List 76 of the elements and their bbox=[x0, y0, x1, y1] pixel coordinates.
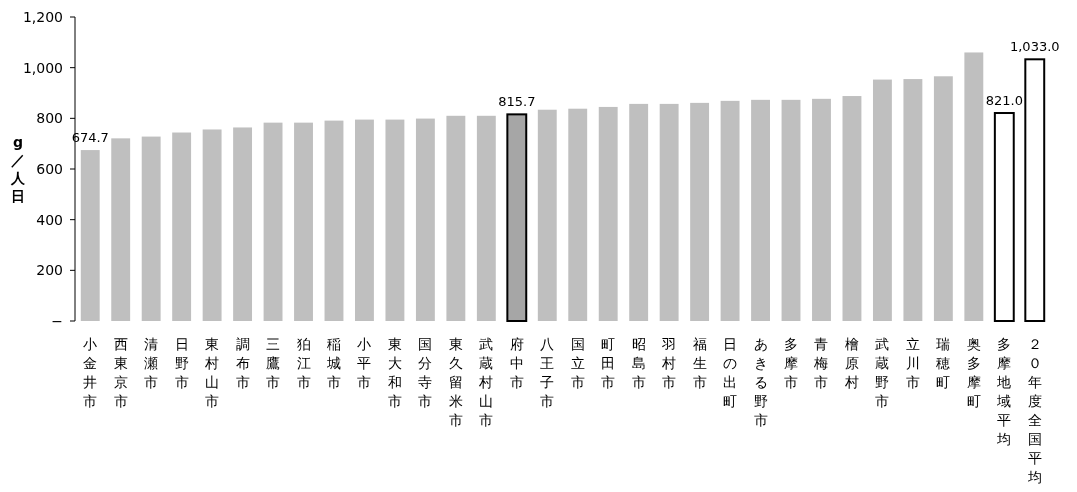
x-tick-label: 多摩地域平均 bbox=[996, 336, 1012, 447]
bar bbox=[506, 113, 528, 322]
x-tick-label: 昭島市 bbox=[631, 336, 646, 390]
bar bbox=[690, 102, 710, 321]
x-tick-label: ２０年度全国平均 bbox=[1026, 336, 1042, 485]
bar bbox=[233, 127, 253, 321]
bar bbox=[720, 100, 740, 321]
bar bbox=[294, 122, 313, 321]
x-tick-label: 奥多摩町 bbox=[966, 336, 981, 409]
bar bbox=[568, 108, 588, 321]
bar bbox=[903, 79, 923, 321]
x-tick-label: あきる野市 bbox=[753, 336, 768, 428]
x-tick-label: 稲城市 bbox=[325, 336, 341, 390]
data-label: 674.7 bbox=[71, 130, 109, 146]
x-tick-label: 府中市 bbox=[509, 336, 524, 390]
bar bbox=[993, 112, 1015, 322]
x-tick-label: 八王子市 bbox=[540, 336, 555, 409]
bar bbox=[659, 103, 679, 321]
x-tick-label: 国分寺市 bbox=[418, 336, 433, 409]
x-tick-label: 立川市 bbox=[905, 336, 920, 390]
bar bbox=[933, 76, 953, 321]
bar bbox=[446, 115, 466, 321]
bar bbox=[355, 119, 374, 321]
y-axis-title: g／人日 bbox=[10, 134, 26, 204]
bar bbox=[537, 109, 557, 321]
bar bbox=[842, 96, 862, 321]
bar bbox=[202, 129, 222, 321]
x-tick-label: 東大和市 bbox=[387, 336, 402, 409]
y-tick-label: 1,200 bbox=[22, 9, 63, 25]
data-label: 1,033.0 bbox=[1009, 39, 1060, 55]
bar bbox=[385, 119, 405, 321]
bar bbox=[751, 99, 770, 321]
bar bbox=[415, 118, 435, 321]
x-tick-label: 小金井市 bbox=[83, 336, 98, 409]
x-tick-label: 西東京市 bbox=[113, 336, 128, 409]
bar bbox=[598, 106, 618, 321]
x-tick-label: 東村山市 bbox=[204, 336, 220, 409]
x-tick-label: 福生市 bbox=[692, 336, 707, 390]
data-label: 815.7 bbox=[498, 94, 536, 110]
x-tick-label: 調布市 bbox=[235, 336, 250, 390]
data-label: 821.0 bbox=[985, 93, 1023, 109]
bar bbox=[111, 138, 131, 321]
bar bbox=[172, 132, 192, 321]
bar bbox=[872, 79, 892, 321]
x-tick-label: 狛江市 bbox=[296, 336, 311, 390]
y-tick-label: 400 bbox=[36, 211, 63, 228]
x-tick-label: 日の出町 bbox=[723, 336, 738, 409]
bar bbox=[324, 120, 344, 321]
bar bbox=[263, 122, 283, 321]
x-tick-label: 檜原村 bbox=[843, 336, 859, 390]
x-tick-label: 武蔵村山市 bbox=[478, 336, 494, 428]
bar bbox=[80, 150, 100, 321]
x-tick-label: 国立市 bbox=[570, 336, 585, 390]
y-tick-label: 800 bbox=[36, 110, 63, 127]
x-tick-label: 瑞穂町 bbox=[936, 336, 951, 390]
x-tick-label: 羽村市 bbox=[661, 336, 677, 390]
x-tick-label: 青梅市 bbox=[813, 336, 829, 390]
x-tick-label: 小平市 bbox=[357, 336, 372, 390]
bar bbox=[141, 136, 161, 321]
x-tick-label: 日野市 bbox=[174, 336, 189, 390]
x-tick-label: 多摩市 bbox=[784, 336, 799, 390]
bar bbox=[476, 115, 496, 321]
bar bbox=[812, 98, 831, 321]
y-tick-label: − bbox=[51, 313, 63, 329]
x-tick-label: 清瀬市 bbox=[144, 336, 159, 390]
y-tick-label: 1,000 bbox=[22, 59, 63, 76]
bar bbox=[629, 103, 649, 321]
x-tick-label: 武蔵野市 bbox=[875, 336, 890, 409]
bar bbox=[781, 99, 801, 321]
x-tick-label: 町田市 bbox=[601, 336, 616, 390]
bar bbox=[964, 52, 984, 321]
y-tick-label: 600 bbox=[36, 161, 63, 177]
x-tick-label: 東久留米市 bbox=[448, 336, 463, 428]
y-tick-label: 200 bbox=[36, 262, 63, 279]
x-tick-label: 三鷹市 bbox=[266, 336, 281, 390]
bar bbox=[1024, 58, 1046, 322]
